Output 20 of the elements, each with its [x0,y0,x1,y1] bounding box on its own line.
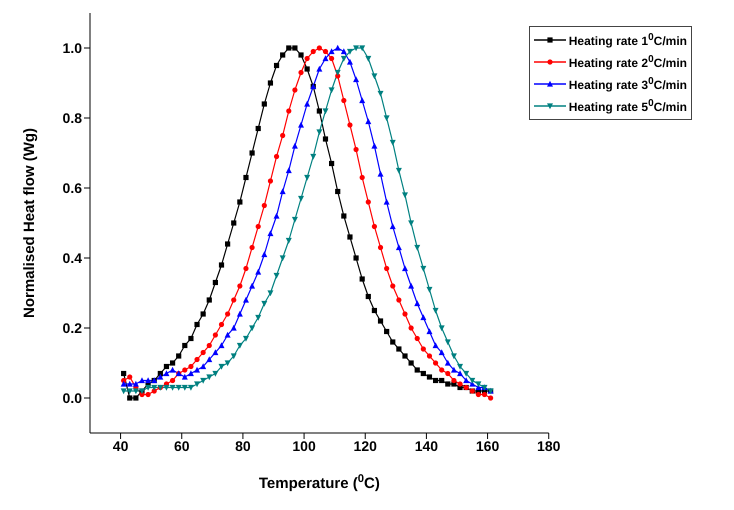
legend-label: Heating rate 3$^{0}$C/min [568,76,687,92]
x-tick-label: 60 [174,438,190,454]
legend-label: Heating rate 1$^{0}$C/min [568,32,687,48]
legend-label: Heating rate 2$^{0}$C/min [568,54,687,70]
x-tick-label: 80 [235,438,251,454]
x-tick-label: 120 [354,438,378,454]
y-tick-label: 1.0 [62,40,82,56]
y-tick-label: 0.8 [62,110,82,126]
x-tick-label: 160 [476,438,500,454]
x-tick-label: 40 [112,438,129,454]
x-axis-title: Temperature ($^{0}$C) [258,473,380,492]
x-tick-label: 100 [292,438,316,454]
x-tick-label: 140 [414,438,438,454]
y-tick-label: 0.6 [62,180,82,196]
y-axis-title: Normalised Heat flow (Wg) [21,128,38,318]
x-tick-label: 180 [537,438,561,454]
legend-label: Heating rate 5$^{0}$C/min [568,98,687,114]
y-tick-label: 0.0 [62,390,82,406]
y-tick-label: 0.4 [62,250,82,266]
y-tick-label: 0.2 [62,320,82,336]
